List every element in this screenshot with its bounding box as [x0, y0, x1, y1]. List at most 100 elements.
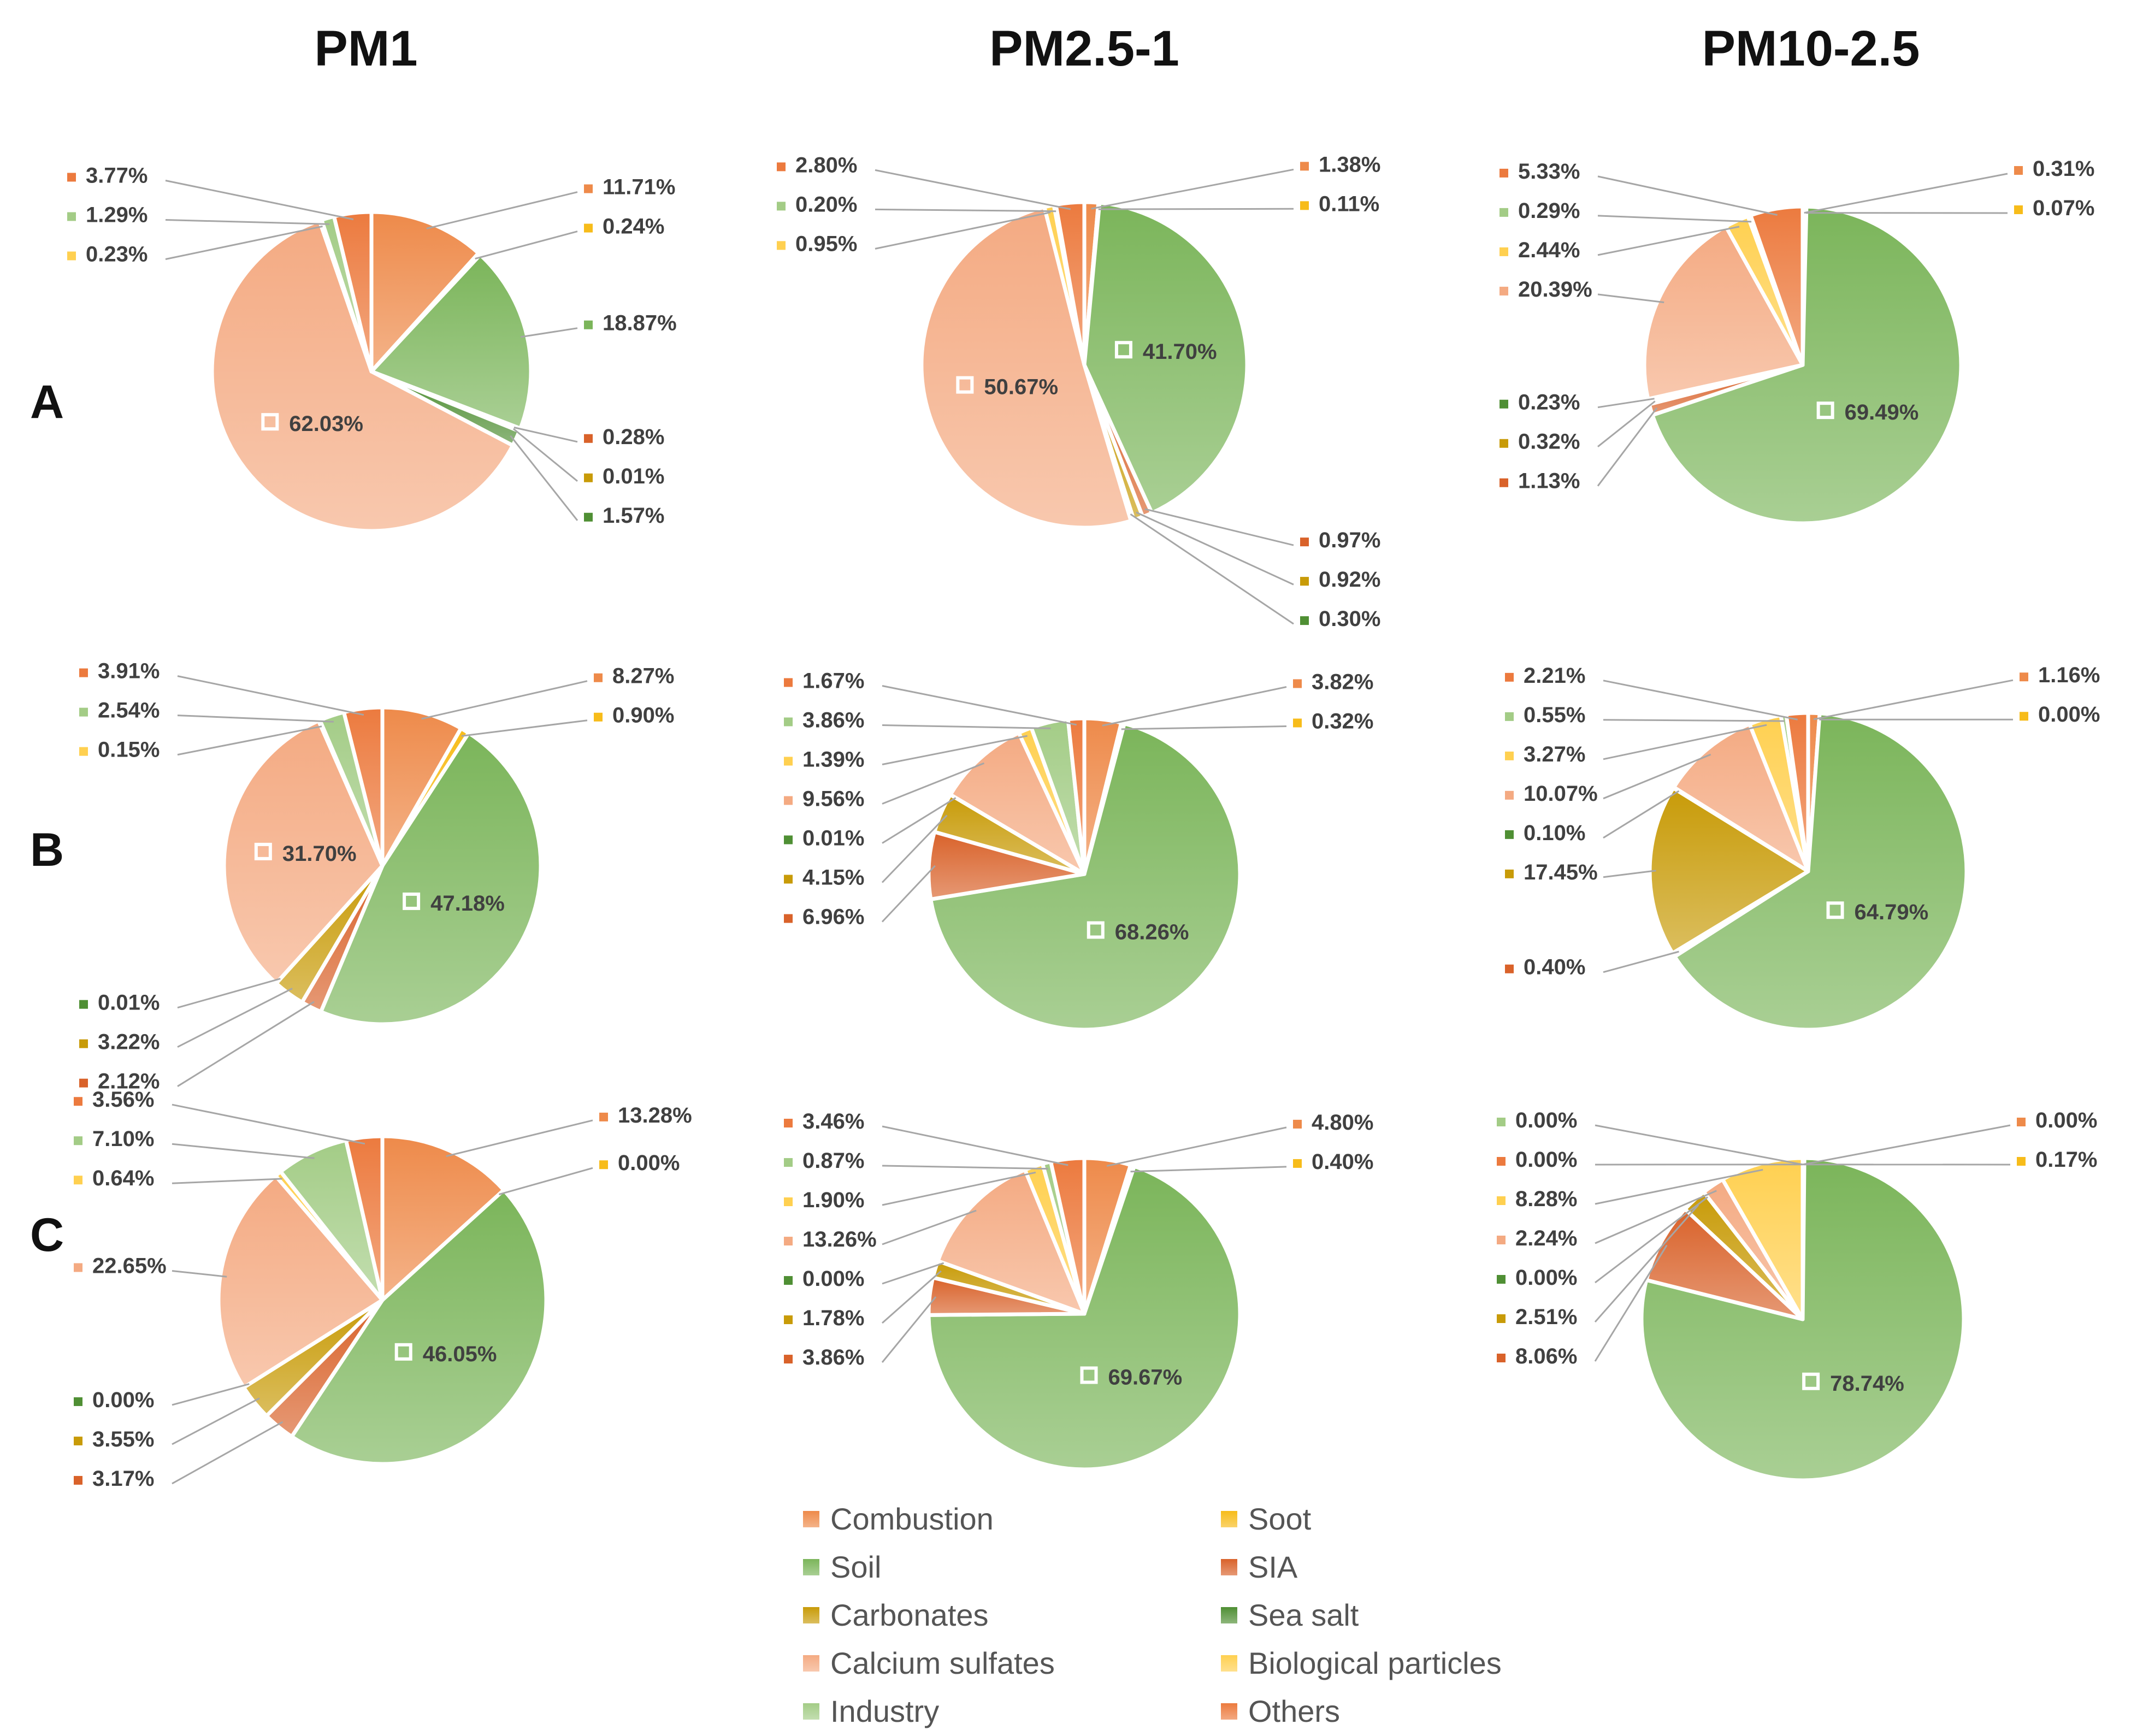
- legend-swatch-soil: [803, 1559, 819, 1575]
- legend-label-soil: Soil: [830, 1550, 881, 1584]
- legend-label-soot: Soot: [1248, 1502, 1312, 1536]
- data-label-industry: 0.87%: [802, 1149, 864, 1173]
- leader-line-combustion: [1814, 680, 2013, 719]
- label-key-industry: [1497, 1118, 1506, 1126]
- label-key-sea-salt: [74, 1397, 82, 1406]
- pie-a-pm10-2-5: 69.49%0.31%0.07%5.33%0.29%2.44%20.39%0.2…: [1499, 157, 2094, 523]
- data-label-carbonates: 3.55%: [92, 1427, 154, 1451]
- leader-line-sia: [514, 428, 577, 442]
- leader-line-carbonates: [1136, 512, 1294, 584]
- leader-line-sia: [1603, 952, 1679, 972]
- data-label-carbonates: 3.22%: [98, 1030, 160, 1054]
- leader-line-soil: [521, 328, 577, 337]
- data-label-sea-salt: 0.00%: [802, 1267, 864, 1291]
- label-key-combustion: [584, 185, 593, 193]
- leader-line-sea-salt: [1131, 514, 1294, 624]
- label-key-carbonates: [1499, 439, 1508, 448]
- data-label-biological-particles: 3.27%: [1524, 742, 1585, 766]
- label-key-soot: [1300, 201, 1309, 210]
- label-key-industry: [1505, 712, 1514, 721]
- data-label-calcium-sulfates: 20.39%: [1518, 277, 1592, 302]
- label-key-calcium-sulfates: [1499, 287, 1508, 296]
- leader-line-industry: [882, 1166, 1048, 1169]
- label-key-others: [784, 678, 793, 687]
- data-label-carbonates: 4.15%: [802, 865, 864, 889]
- data-label-sia: 6.96%: [802, 905, 864, 929]
- label-key-sea-salt: [1499, 400, 1508, 409]
- label-key-carbonates: [79, 1040, 88, 1048]
- label-key-industry: [784, 717, 793, 726]
- leader-line-soot: [499, 1168, 593, 1194]
- data-label-others: 2.21%: [1524, 664, 1585, 688]
- leader-line-others: [172, 1105, 365, 1144]
- label-key-sia: [79, 1079, 88, 1088]
- data-label-sea-salt: 0.00%: [1515, 1266, 1577, 1290]
- leader-line-others: [875, 170, 1071, 209]
- leader-line-calcium-sulfates: [172, 1271, 227, 1277]
- legend-item-combustion: Combustion: [803, 1502, 994, 1536]
- legend-item-sea-salt: Sea salt: [1221, 1598, 1359, 1632]
- data-label-soot: 0.11%: [1319, 192, 1379, 216]
- legend-label-biological-particles: Biological particles: [1248, 1646, 1502, 1680]
- label-key-biological-particles: [777, 241, 786, 250]
- data-label-others: 3.46%: [802, 1109, 864, 1133]
- data-label-sea-salt: 0.01%: [98, 991, 160, 1015]
- data-label-industry: 2.54%: [98, 699, 160, 723]
- legend-label-sea-salt: Sea salt: [1248, 1598, 1359, 1632]
- data-label-biological-particles: 1.90%: [802, 1188, 864, 1212]
- label-key-soot: [594, 713, 603, 722]
- legend-swatch-soot: [1221, 1511, 1237, 1527]
- leader-line-combustion: [446, 1120, 593, 1156]
- data-label-soil: 64.79%: [1855, 900, 1929, 924]
- data-label-others: 0.00%: [1515, 1148, 1577, 1172]
- data-label-industry: 1.29%: [86, 203, 147, 227]
- label-key-calcium-sulfates: [1497, 1236, 1506, 1244]
- leader-line-carbonates: [172, 1398, 259, 1444]
- legend-item-calcium-sulfates: Calcium sulfates: [803, 1646, 1055, 1680]
- data-label-soil: 69.67%: [1108, 1365, 1183, 1389]
- label-key-soot: [1293, 718, 1302, 727]
- leader-line-combustion: [427, 192, 577, 229]
- data-label-combustion: 11.71%: [603, 175, 675, 199]
- data-label-combustion: 8.27%: [612, 664, 674, 688]
- data-label-industry: 7.10%: [92, 1127, 154, 1151]
- legend-item-sia: SIA: [1221, 1550, 1298, 1584]
- pie-c-pm1: 46.05%13.28%0.00%3.56%7.10%0.64%22.65%0.…: [74, 1088, 692, 1491]
- data-label-industry: 0.20%: [795, 192, 857, 216]
- label-key-sia: [74, 1476, 82, 1485]
- label-key-sea-salt: [79, 1000, 88, 1009]
- label-key-sia: [1499, 479, 1508, 487]
- data-label-industry: 0.00%: [1515, 1108, 1577, 1132]
- pie-b-pm2-5-1: 68.26%3.82%0.32%1.67%3.86%1.39%9.56%0.01…: [784, 669, 1373, 1030]
- label-key-industry: [777, 202, 786, 210]
- label-key-combustion: [594, 674, 603, 682]
- data-label-calcium-sulfates: 31.70%: [282, 842, 357, 866]
- data-label-soil: 47.18%: [430, 891, 505, 916]
- label-key-sia: [1497, 1354, 1506, 1362]
- label-key-carbonates: [1497, 1314, 1506, 1323]
- label-key-carbonates: [784, 1315, 793, 1324]
- data-label-sia: 0.40%: [1524, 955, 1585, 979]
- leader-line-soot: [475, 232, 577, 259]
- leader-line-others: [166, 181, 353, 220]
- data-label-others: 3.56%: [92, 1088, 154, 1112]
- leader-line-industry: [178, 716, 334, 722]
- label-key-biological-particles: [784, 757, 793, 765]
- label-key-carbonates: [1505, 870, 1514, 878]
- legend-label-combustion: Combustion: [830, 1502, 994, 1536]
- data-label-soil: 46.05%: [423, 1342, 497, 1366]
- data-label-soot: 0.32%: [1312, 709, 1373, 733]
- label-key-calcium-sulfates: [784, 796, 793, 805]
- data-label-soot: 0.24%: [603, 215, 664, 239]
- pie-c-pm2-5-1: 69.67%4.80%0.40%3.46%0.87%1.90%13.26%0.0…: [784, 1109, 1373, 1469]
- data-label-soil: 78.74%: [1830, 1372, 1904, 1396]
- label-key-sea-salt: [1505, 830, 1514, 839]
- data-label-calcium-sulfates: 10.07%: [1524, 782, 1598, 806]
- legend-swatch-sea-salt: [1221, 1607, 1237, 1623]
- data-label-combustion: 0.31%: [2033, 157, 2094, 181]
- leader-line-sia: [1598, 408, 1657, 486]
- legend-swatch-biological-particles: [1221, 1655, 1237, 1672]
- data-label-biological-particles: 0.15%: [98, 738, 160, 762]
- leader-line-others: [1598, 176, 1778, 215]
